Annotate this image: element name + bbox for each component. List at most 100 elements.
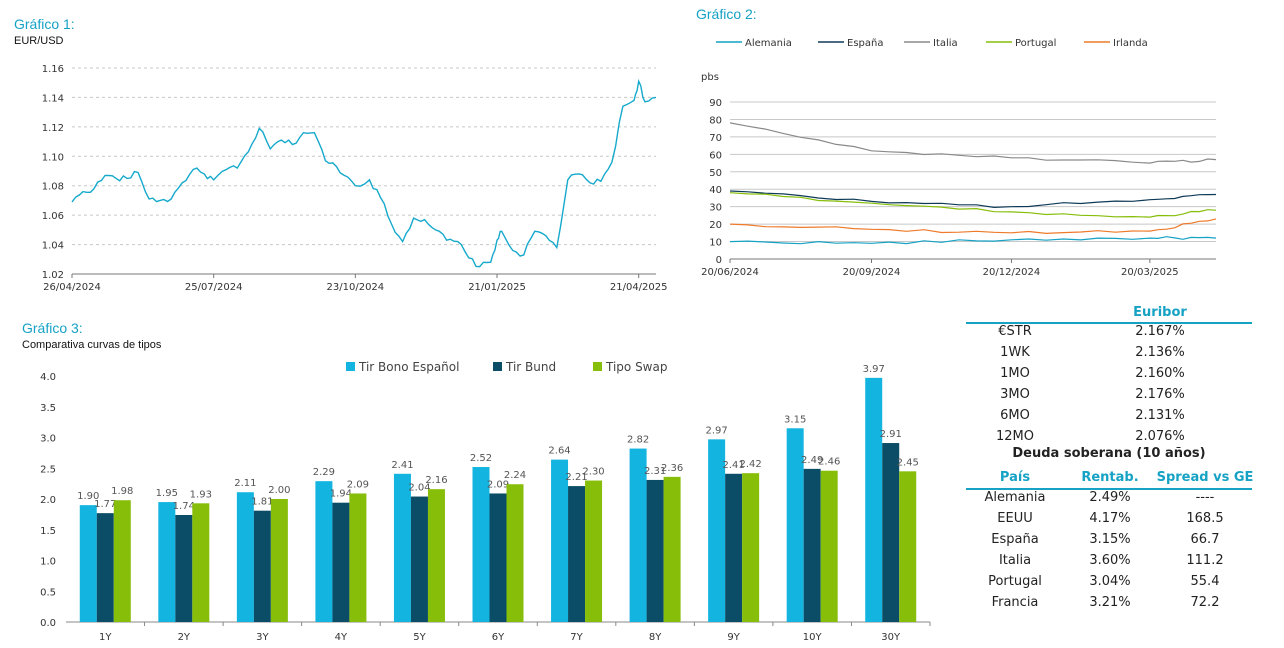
- y-tick-label: 80: [709, 115, 722, 126]
- y-tick-label: 90: [709, 98, 722, 109]
- sovereign-header-country: País: [999, 470, 1031, 485]
- y-tick-label: 0.5: [40, 587, 56, 598]
- y-tick-label: 10: [709, 238, 722, 249]
- x-tick-label: 20/09/2024: [843, 267, 901, 278]
- bar-tir-bono-español: [865, 377, 883, 622]
- bar-data-label: 2.30: [582, 467, 604, 478]
- bar-tipo-swap: [427, 489, 445, 622]
- x-tick-label: 9Y: [727, 632, 740, 643]
- sovereign-country: Alemania: [984, 490, 1046, 505]
- euribor-value: 2.131%: [1135, 408, 1185, 423]
- chart-yield-curves: Gráfico 3: Comparativa curvas de tipos 0…: [0, 318, 950, 648]
- y-tick-label: 1.5: [40, 526, 56, 537]
- euribor-row: 1MO 2.160%: [960, 364, 1252, 385]
- chart1-subtitle: EUR/USD: [14, 35, 64, 47]
- euribor-tenor: 6MO: [1000, 408, 1030, 423]
- bar-data-label: 1.81: [251, 497, 273, 508]
- y-tick-label: 1.0: [40, 557, 56, 568]
- x-tick-label: 20/06/2024: [701, 267, 759, 278]
- legend-label-italia: Italia: [933, 38, 958, 49]
- x-tick-label: 1Y: [99, 632, 112, 643]
- bar-data-label: 1.74: [173, 501, 195, 512]
- sovereign-yield: 3.04%: [1089, 574, 1131, 589]
- sovereign-row: España 3.15% 66.7: [960, 530, 1252, 551]
- bar-tir-bono-español: [393, 473, 411, 622]
- bar-data-label: 2.97: [706, 425, 728, 436]
- x-tick-label: 20/03/2025: [1121, 267, 1179, 278]
- chart-eurusd: Gráfico 1: EUR/USD 1.02 1.04 1.06 1.08 1.10 1…: [0, 0, 680, 300]
- bar-data-label: 2.52: [470, 453, 492, 464]
- x-tick-label: 3Y: [256, 632, 269, 643]
- euribor-divider: [966, 322, 1252, 324]
- bar-tipo-swap: [506, 484, 524, 622]
- bar-tipo-swap: [585, 480, 603, 622]
- y-tick-label: 1.16: [42, 64, 64, 75]
- sovereign-spread: ----: [1195, 490, 1215, 505]
- y-tick-label: 1.02: [42, 270, 64, 281]
- y-tick-label: 50: [709, 168, 722, 179]
- bar-data-label: 1.94: [330, 489, 352, 500]
- euribor-value: 2.076%: [1135, 429, 1185, 444]
- bar-tir-bund: [410, 496, 428, 622]
- sovereign-title: Deuda soberana (10 años): [1012, 446, 1206, 461]
- x-tick-label: 5Y: [413, 632, 426, 643]
- euribor-tenor: €STR: [998, 324, 1032, 339]
- x-tick-label: 8Y: [649, 632, 662, 643]
- euribor-tenor: 3MO: [1000, 387, 1030, 402]
- euribor-value: 2.160%: [1135, 366, 1185, 381]
- bar-data-label: 2.16: [425, 475, 447, 486]
- bar-data-label: 2.41: [391, 460, 413, 471]
- bar-data-label: 1.90: [77, 491, 99, 502]
- sovereign-yield: 3.21%: [1089, 595, 1131, 610]
- bar-tir-bono-español: [472, 467, 490, 622]
- sovereign-header-yield: Rentab.: [1081, 470, 1139, 485]
- chart3-title: Gráfico 3:: [22, 320, 83, 336]
- bar-data-label: 2.46: [818, 457, 840, 468]
- series-line-italia: [729, 122, 1217, 164]
- euribor-tenor: 1WK: [1000, 345, 1030, 360]
- bar-data-label: 2.49: [801, 455, 823, 466]
- bar-tipo-swap: [820, 470, 838, 622]
- bar-data-label: 2.41: [723, 460, 745, 471]
- bar-data-label: 2.29: [313, 467, 335, 478]
- bar-tir-bono-español: [158, 502, 176, 622]
- y-tick-label: 1.10: [42, 152, 64, 163]
- sovereign-row: Portugal 3.04% 55.4: [960, 572, 1252, 593]
- y-tick-label: 0.0: [40, 618, 56, 629]
- sovereign-country: España: [991, 532, 1039, 547]
- y-tick-label: 30: [709, 203, 722, 214]
- bar-tipo-swap: [663, 476, 681, 622]
- bar-tipo-swap: [192, 503, 210, 622]
- bar-data-label: 2.00: [268, 485, 290, 496]
- bar-data-label: 2.04: [408, 483, 430, 494]
- chart3-subtitle: Comparativa curvas de tipos: [22, 339, 162, 351]
- chart1-title: Gráfico 1:: [14, 16, 75, 32]
- euribor-value: 2.136%: [1135, 345, 1185, 360]
- sovereign-row: Italia 3.60% 111.2: [960, 551, 1252, 572]
- euribor-row: €STR 2.167%: [960, 322, 1252, 343]
- legend-label-alemania: Alemania: [745, 38, 792, 49]
- y-tick-label: 40: [709, 185, 722, 196]
- bar-data-label: 2.09: [487, 479, 509, 490]
- y-tick-label: 4.0: [40, 372, 56, 383]
- sovereign-yield: 4.17%: [1089, 511, 1131, 526]
- chart2-title: Gráfico 2:: [696, 6, 757, 22]
- bar-tir-bono-español: [551, 459, 569, 622]
- sovereign-divider: [966, 488, 1252, 490]
- euribor-tenor: 1MO: [1000, 366, 1030, 381]
- euribor-header-row: Euribor: [960, 303, 1252, 324]
- chart3-plot: 0.0 0.5 1.0 1.5 2.0 2.5 3.0 3.5 4.0 1.901.77 1.98 1…: [40, 360, 931, 643]
- sovereign-row: EEUU 4.17% 168.5: [960, 509, 1252, 530]
- bar-tir-bono-español: [786, 428, 804, 622]
- y-tick-label: 2.5: [40, 464, 56, 475]
- bar-data-label: 2.24: [504, 470, 526, 481]
- series-line-españa: [729, 190, 1217, 209]
- bar-tir-bund: [332, 502, 350, 622]
- sovereign-country: Italia: [998, 553, 1032, 568]
- bar-tir-bund: [568, 486, 586, 622]
- bar-tir-bund: [803, 468, 821, 622]
- bar-data-label: 2.64: [548, 446, 570, 457]
- y-tick-label: 0: [716, 255, 722, 266]
- chart-spreads: Gráfico 2: pbs 0 10 20 30 40 50 60 70 80 90 20/06/2…: [690, 0, 1284, 300]
- x-tick-label: 23/10/2024: [327, 282, 385, 293]
